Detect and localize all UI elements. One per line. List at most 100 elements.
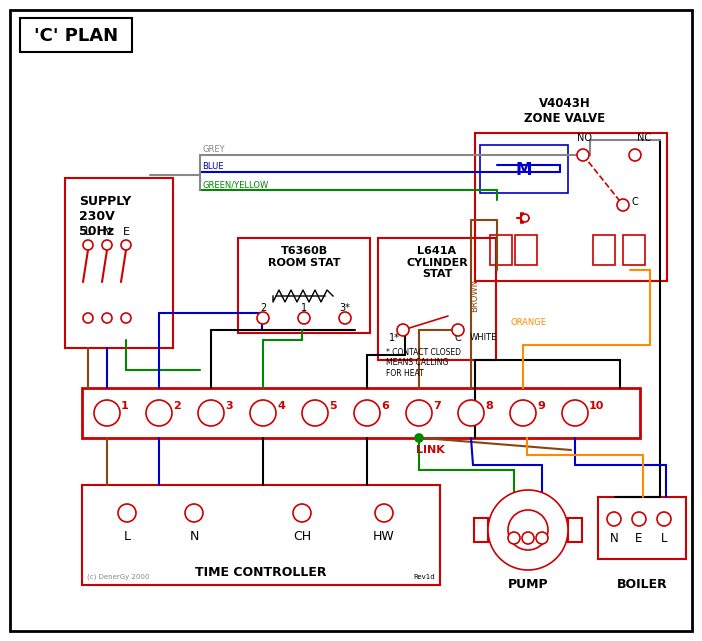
Text: E: E <box>123 227 129 237</box>
Text: C: C <box>631 197 637 207</box>
Circle shape <box>607 512 621 526</box>
Text: NC: NC <box>637 133 651 143</box>
Circle shape <box>415 434 423 442</box>
Circle shape <box>118 504 136 522</box>
Circle shape <box>257 312 269 324</box>
Bar <box>20 18 132 52</box>
Circle shape <box>121 313 131 323</box>
Circle shape <box>562 400 588 426</box>
Text: GREEN/YELLOW: GREEN/YELLOW <box>202 180 268 189</box>
Text: N: N <box>190 531 199 544</box>
Text: 3: 3 <box>225 401 232 411</box>
Circle shape <box>102 240 112 250</box>
Text: LINK: LINK <box>416 445 444 455</box>
Text: WHITE: WHITE <box>470 333 498 342</box>
Text: L: L <box>85 227 91 237</box>
Text: 7: 7 <box>433 401 441 411</box>
Circle shape <box>293 504 311 522</box>
Circle shape <box>354 400 380 426</box>
Circle shape <box>577 149 589 161</box>
Text: 3*: 3* <box>340 303 350 313</box>
Text: 1*: 1* <box>389 333 399 343</box>
Bar <box>82 485 440 585</box>
Text: TIME CONTROLLER: TIME CONTROLLER <box>195 567 326 579</box>
Circle shape <box>508 532 520 544</box>
Circle shape <box>510 400 536 426</box>
Text: 2: 2 <box>173 401 180 411</box>
Circle shape <box>629 149 641 161</box>
Bar <box>623 235 645 265</box>
Text: 6: 6 <box>381 401 389 411</box>
Text: ORANGE: ORANGE <box>510 318 546 327</box>
Bar <box>82 388 640 438</box>
Circle shape <box>536 532 548 544</box>
Text: T6360B
ROOM STAT: T6360B ROOM STAT <box>267 246 340 267</box>
Circle shape <box>397 324 409 336</box>
Text: 1: 1 <box>121 401 128 411</box>
Circle shape <box>657 512 671 526</box>
Text: E: E <box>525 547 531 557</box>
Text: M: M <box>516 161 532 179</box>
Circle shape <box>185 504 203 522</box>
Circle shape <box>102 313 112 323</box>
Circle shape <box>508 510 548 550</box>
Text: NO: NO <box>577 133 592 143</box>
Circle shape <box>375 504 393 522</box>
Circle shape <box>94 400 120 426</box>
Text: 'C' PLAN: 'C' PLAN <box>34 27 118 45</box>
Text: GREY: GREY <box>202 145 225 154</box>
Text: N: N <box>609 533 618 545</box>
Text: V4043H
ZONE VALVE: V4043H ZONE VALVE <box>524 97 606 125</box>
Text: 5: 5 <box>329 401 337 411</box>
Bar <box>238 238 370 333</box>
Text: L: L <box>539 547 545 557</box>
Circle shape <box>298 312 310 324</box>
Bar <box>65 178 173 348</box>
Circle shape <box>488 490 568 570</box>
Circle shape <box>146 400 172 426</box>
Circle shape <box>302 400 328 426</box>
Bar <box>474 518 488 542</box>
Bar <box>598 497 686 559</box>
Circle shape <box>452 324 464 336</box>
Text: L641A
CYLINDER
STAT: L641A CYLINDER STAT <box>406 246 468 279</box>
Text: 2: 2 <box>260 303 266 313</box>
Circle shape <box>121 240 131 250</box>
Bar <box>568 518 582 542</box>
Circle shape <box>406 400 432 426</box>
Circle shape <box>617 199 629 211</box>
Circle shape <box>83 240 93 250</box>
Bar <box>378 238 496 360</box>
Bar <box>593 235 615 265</box>
Text: * CONTACT CLOSED
MEANS CALLING
FOR HEAT: * CONTACT CLOSED MEANS CALLING FOR HEAT <box>386 348 461 378</box>
Circle shape <box>522 532 534 544</box>
Bar <box>480 145 568 193</box>
Bar <box>490 235 512 265</box>
Text: PUMP: PUMP <box>508 578 548 592</box>
Circle shape <box>339 312 351 324</box>
Text: Rev1d: Rev1d <box>413 574 435 580</box>
Text: C: C <box>455 333 461 343</box>
Text: SUPPLY
230V
50Hz: SUPPLY 230V 50Hz <box>79 195 131 238</box>
Text: CH: CH <box>293 531 311 544</box>
Text: 8: 8 <box>485 401 493 411</box>
Text: N: N <box>102 227 111 237</box>
Bar <box>475 133 667 281</box>
Circle shape <box>458 400 484 426</box>
Text: HW: HW <box>373 531 395 544</box>
Text: 4: 4 <box>277 401 285 411</box>
Circle shape <box>198 400 224 426</box>
Text: 1: 1 <box>301 303 307 313</box>
Text: E: E <box>635 533 643 545</box>
Text: 10: 10 <box>589 401 604 411</box>
Circle shape <box>632 512 646 526</box>
Circle shape <box>521 214 529 222</box>
Text: (c) DenerGy 2000: (c) DenerGy 2000 <box>87 574 150 580</box>
Bar <box>515 235 537 265</box>
Text: BOILER: BOILER <box>616 578 668 592</box>
Text: L: L <box>661 533 667 545</box>
Circle shape <box>83 313 93 323</box>
Text: BROWN: BROWN <box>470 279 479 312</box>
Text: L: L <box>124 531 131 544</box>
Text: N: N <box>510 547 518 557</box>
